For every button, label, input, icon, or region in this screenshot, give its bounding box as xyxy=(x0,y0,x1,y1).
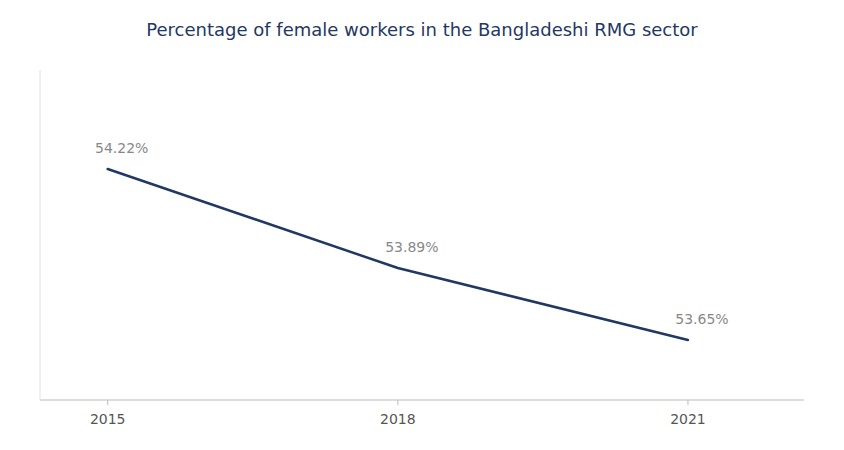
line xyxy=(108,169,688,340)
x-tick xyxy=(107,400,108,405)
title: Percentage of female workers in the Bang… xyxy=(146,19,698,40)
data-label: 53.89% xyxy=(385,239,438,255)
data-label: 53.65% xyxy=(675,311,728,327)
x-tick xyxy=(687,400,688,405)
data-label: 54.22% xyxy=(95,140,148,156)
chart: Percentage of female workers in the Bang… xyxy=(0,0,844,450)
x-axis-line xyxy=(40,400,804,401)
chart-container: Percentage of female workers in the Bang… xyxy=(0,0,844,450)
y-axis-line xyxy=(40,70,41,400)
x-tick xyxy=(397,400,398,405)
x-tick-label: 2018 xyxy=(380,411,416,427)
plot-area xyxy=(108,169,688,340)
x-tick-label: 2015 xyxy=(90,411,126,427)
x-tick-label: 2021 xyxy=(670,411,706,427)
